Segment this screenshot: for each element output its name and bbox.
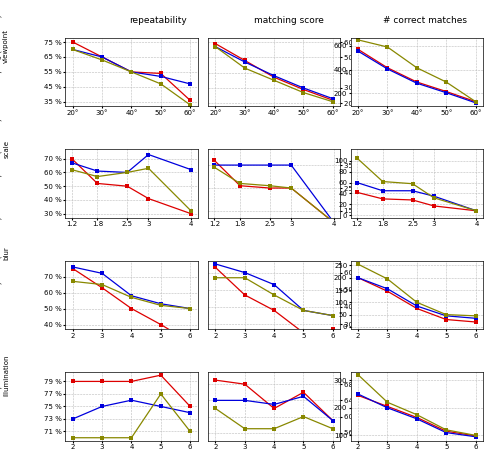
Text: b) Bark (textured)
scale: b) Bark (textured) scale <box>0 118 9 181</box>
Text: matching score: matching score <box>255 16 324 25</box>
Text: d) Leuven
illumination: d) Leuven illumination <box>0 355 9 396</box>
Text: c) Bikes (structured)
blur: c) Bikes (structured) blur <box>0 217 9 288</box>
Text: # correct matches: # correct matches <box>383 16 467 25</box>
Text: repeatability: repeatability <box>130 16 187 25</box>
Text: a) avg (str.+text.)
viewpoint: a) avg (str.+text.) viewpoint <box>0 15 9 77</box>
